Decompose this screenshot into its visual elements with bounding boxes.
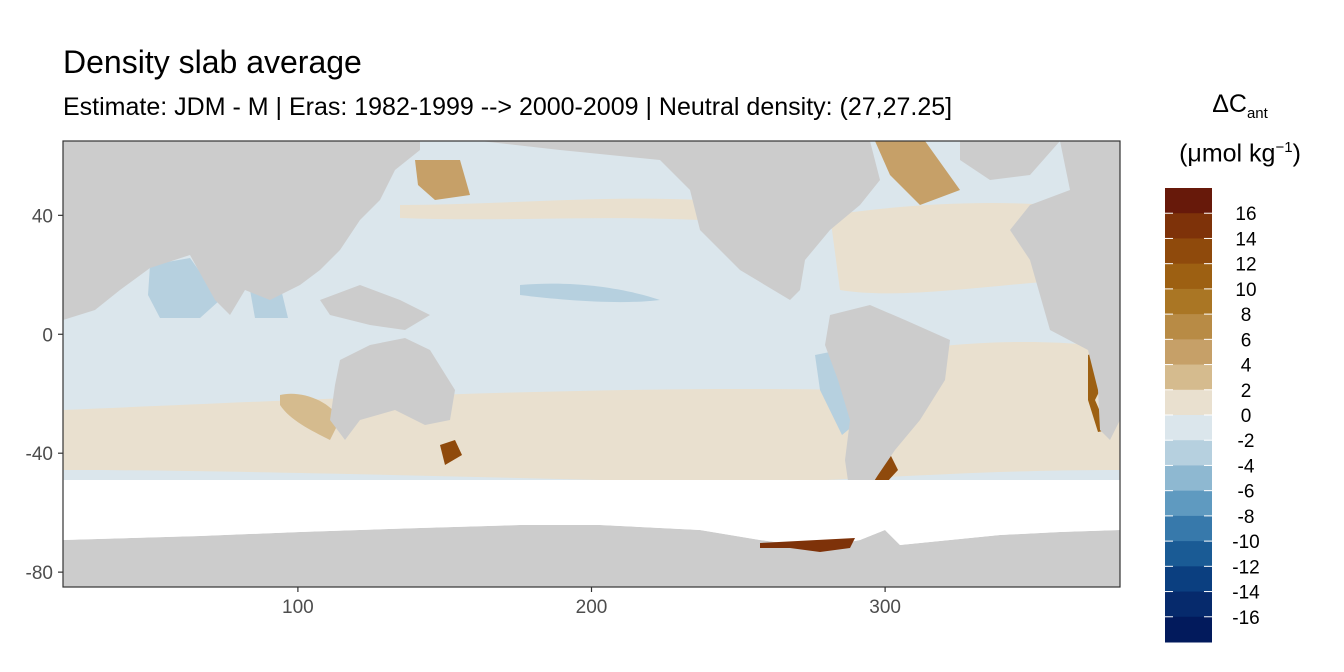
legend-label: -12 — [1232, 557, 1259, 578]
tasmania-hotspot — [440, 440, 462, 465]
equatorial-pacific-negative — [520, 283, 660, 303]
chart-subtitle: Estimate: JDM - M | Eras: 1982-1999 --> … — [63, 93, 953, 121]
legend-unit-post: ) — [1292, 139, 1301, 168]
legend-color-swatch — [1165, 515, 1212, 542]
chart-title: Density slab average — [63, 44, 362, 80]
x-tick-label: 300 — [869, 597, 901, 618]
land-south-america — [825, 305, 950, 500]
legend-label: 14 — [1235, 229, 1257, 250]
legend-color-swatch — [1165, 263, 1212, 290]
legend-color-swatch — [1165, 288, 1212, 315]
land-greenland — [960, 141, 1060, 180]
legend-title-main: ΔC — [1212, 90, 1247, 118]
legend-color-swatch — [1165, 314, 1212, 340]
legend-unit-superscript: −1 — [1275, 139, 1293, 156]
land-europe-africa — [1010, 141, 1120, 440]
legend-color-swatch — [1165, 490, 1212, 517]
legend-label: 10 — [1235, 280, 1256, 301]
legend-color-swatch — [1165, 465, 1212, 492]
legend-label: -16 — [1232, 608, 1259, 629]
y-tick-label: 0 — [42, 325, 53, 346]
legend-color-swatch — [1165, 389, 1212, 416]
land-australia — [330, 338, 455, 440]
legend-label: 6 — [1241, 330, 1252, 351]
legend-label: 4 — [1241, 356, 1252, 377]
arabian-sea-negative — [148, 258, 220, 318]
legend-title: ΔCant (μmol kg−1) — [1150, 84, 1330, 172]
legend-label: 8 — [1241, 305, 1252, 326]
legend-title-unit: (μmol kg−1) — [1150, 128, 1330, 172]
legend-label: -10 — [1232, 532, 1259, 553]
x-tick-label: 100 — [282, 597, 314, 618]
legend-color-swatch — [1165, 339, 1212, 366]
legend-label: 0 — [1241, 406, 1252, 427]
atlantic-subtropical-band — [830, 203, 1070, 294]
legend-color-swatch — [1165, 566, 1212, 593]
legend-color-swatch — [1165, 591, 1212, 618]
legend-label: -8 — [1238, 507, 1255, 528]
legend-label: -6 — [1238, 482, 1255, 503]
legend-title-subscript: ant — [1246, 105, 1268, 122]
legend-label: -14 — [1232, 583, 1260, 604]
legend-label: 16 — [1235, 204, 1256, 225]
y-tick-label: -80 — [26, 563, 53, 584]
legend-color-swatch — [1165, 188, 1212, 214]
legend-colorbar: 16 14 12 10 8 6 4 2 0 -2 -4 -6 -8 -10 -12 -14 -16 — [1165, 188, 1260, 643]
labrador-sea-hotspot — [875, 141, 960, 205]
y-axis: 40 0 -40 -80 — [26, 206, 63, 584]
x-axis: 100 200 300 — [282, 587, 901, 618]
x-tick-label: 200 — [576, 597, 608, 618]
legend-label: -4 — [1238, 456, 1255, 477]
legend-label: 12 — [1235, 255, 1256, 276]
legend-color-swatch — [1165, 238, 1212, 265]
no-data-band — [63, 480, 1120, 548]
legend-label: -2 — [1238, 431, 1255, 452]
australia-south-band — [280, 393, 340, 440]
nw-pacific-hotspot — [415, 160, 470, 200]
legend-color-swatch — [1165, 415, 1212, 441]
map-panel — [63, 141, 1120, 587]
weddell-shelf-hotspot — [760, 538, 855, 552]
land-maritime-continent — [320, 285, 430, 330]
land-layer — [63, 141, 1120, 587]
legend-color-swatch — [1165, 364, 1212, 391]
land-asia — [63, 141, 420, 320]
land-antarctica — [63, 525, 1120, 587]
southern-no-data-band — [63, 480, 1120, 552]
legend-color-swatch — [1165, 213, 1212, 239]
legend-label: 2 — [1241, 381, 1252, 402]
legend-color-swatch — [1165, 616, 1212, 643]
land-north-america — [480, 141, 880, 300]
north-subtropical-band — [400, 198, 700, 220]
y-tick-label: -40 — [26, 444, 53, 465]
y-tick-label: 40 — [32, 206, 53, 227]
legend-color-swatch — [1165, 440, 1212, 466]
legend-unit-pre: (μmol kg — [1179, 139, 1276, 168]
legend-title-variable: ΔCant — [1150, 84, 1330, 128]
legend-color-swatch — [1165, 541, 1212, 567]
